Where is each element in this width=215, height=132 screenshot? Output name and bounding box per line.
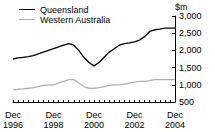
- svg-text:Dec: Dec: [5, 110, 22, 120]
- svg-text:Dec: Dec: [46, 110, 63, 120]
- svg-text:Western Australia: Western Australia: [40, 15, 110, 25]
- svg-text:2000: 2000: [84, 120, 104, 130]
- svg-text:Queensland: Queensland: [40, 5, 89, 15]
- svg-text:1996: 1996: [3, 120, 23, 130]
- svg-text:1998: 1998: [43, 120, 63, 130]
- svg-text:$m: $m: [175, 2, 188, 13]
- svg-text:2,000: 2,000: [179, 45, 202, 55]
- svg-text:Dec: Dec: [167, 110, 184, 120]
- svg-text:1,500: 1,500: [179, 63, 202, 73]
- svg-text:1,000: 1,000: [179, 80, 202, 90]
- svg-text:3,000: 3,000: [179, 11, 202, 21]
- svg-text:Dec: Dec: [126, 110, 143, 120]
- svg-text:2004: 2004: [165, 120, 185, 130]
- svg-text:500: 500: [179, 97, 194, 107]
- svg-text:2002: 2002: [124, 120, 144, 130]
- svg-text:Dec: Dec: [86, 110, 103, 120]
- svg-text:2,500: 2,500: [179, 28, 202, 38]
